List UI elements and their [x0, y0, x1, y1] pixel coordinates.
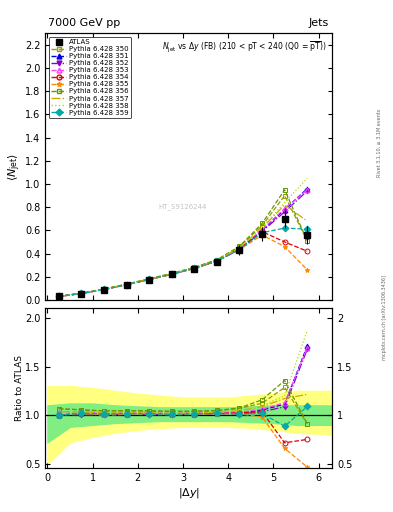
Text: HT_S9126244: HT_S9126244: [159, 203, 207, 210]
Text: 7000 GeV pp: 7000 GeV pp: [48, 18, 120, 28]
Y-axis label: $\langle N_\mathrm{jet}\rangle$: $\langle N_\mathrm{jet}\rangle$: [7, 153, 24, 181]
Y-axis label: Ratio to ATLAS: Ratio to ATLAS: [15, 355, 24, 421]
Text: Jets: Jets: [309, 18, 329, 28]
Text: $N_\mathrm{jet}$ vs $\Delta y$ (FB) (210 < pT < 240 (Q0 = $\overline{\rm pT}$)): $N_\mathrm{jet}$ vs $\Delta y$ (FB) (210…: [162, 38, 326, 54]
X-axis label: $|\Delta y|$: $|\Delta y|$: [178, 486, 200, 500]
Text: mcplots.cern.ch [arXiv:1306.3436]: mcplots.cern.ch [arXiv:1306.3436]: [382, 275, 387, 360]
Text: Rivet 3.1.10, ≥ 3.1M events: Rivet 3.1.10, ≥ 3.1M events: [377, 109, 382, 178]
Legend: ATLAS, Pythia 6.428 350, Pythia 6.428 351, Pythia 6.428 352, Pythia 6.428 353, P: ATLAS, Pythia 6.428 350, Pythia 6.428 35…: [49, 37, 131, 118]
